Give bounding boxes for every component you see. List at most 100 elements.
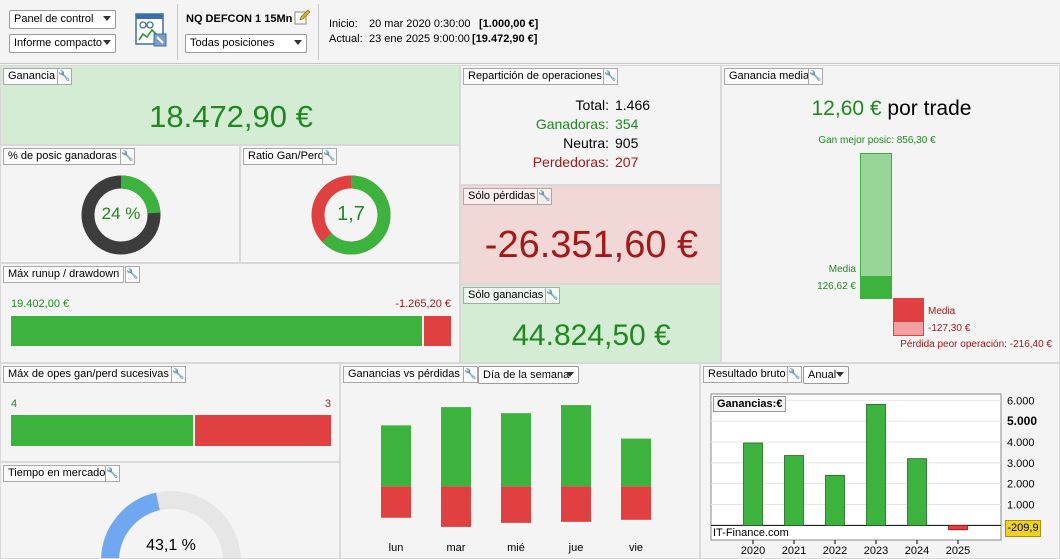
panel-title: Ganancia media: [724, 68, 815, 85]
neutra-label: Neutra:: [563, 135, 609, 151]
neutra-value: 905: [615, 135, 639, 151]
wrench-icon[interactable]: 🔧: [787, 366, 802, 383]
ganancia-value: 18.472,90 €: [149, 99, 313, 134]
panel-title: Máx runup / drawdown: [3, 266, 125, 283]
start-date: 20 mar 2020 0:30:00: [369, 18, 471, 30]
average-gain-label: Media: [828, 264, 856, 275]
resultado-period-select[interactable]: Anual: [803, 366, 849, 384]
panel-title: Sólo pérdidas: [463, 188, 541, 205]
y-tick-label: 4.000: [1007, 437, 1035, 449]
current-value: [19.472,90 €]: [472, 33, 538, 45]
current-label: Actual:: [329, 33, 363, 45]
wrench-icon[interactable]: 🔧: [808, 68, 823, 85]
view-select-value: Panel de control: [14, 13, 94, 25]
average-gain-bar: [860, 277, 892, 299]
gauge-fill: [101, 492, 161, 558]
x-tick-label: 2020: [741, 545, 765, 557]
ganadoras-value: 354: [615, 116, 639, 132]
drawdown-bar-fill: [424, 316, 451, 346]
category-label: vie: [629, 542, 643, 554]
gan-vs-perd-chart: lun mar mié jue vie: [381, 405, 651, 554]
chevron-down-icon: [836, 372, 844, 377]
wrench-icon[interactable]: 🔧: [603, 68, 618, 85]
wrench-icon[interactable]: 🔧: [537, 188, 552, 205]
runup-value: 19.402,00 €: [11, 298, 70, 310]
positions-select-value: Todas posiciones: [190, 37, 275, 49]
x-tick-label: 2022: [823, 545, 847, 557]
losses-bar-fill: [195, 415, 331, 446]
resultado-chart: 1.000 2.000 3.000 4.000 5.000 6.000 2020 2021 20…: [710, 393, 1037, 557]
tiempo-value: 43,1 %: [146, 537, 196, 554]
legend-unit: €: [776, 398, 783, 410]
average-loss-value: -127,30 €: [928, 323, 971, 334]
positions-select[interactable]: Todas posiciones: [185, 34, 307, 53]
x-tick-label: 2024: [905, 545, 929, 557]
year-bar: [743, 442, 763, 526]
solo-ganancias-value: 44.824,50 €: [512, 319, 671, 352]
year-bar: [866, 404, 886, 526]
average-loss-label: Media: [928, 306, 956, 317]
legend-label: Ganancias:: [717, 398, 777, 410]
pct-ganadoras-value: 24 %: [101, 204, 141, 223]
chevron-down-icon: [103, 40, 111, 45]
report-select[interactable]: Informe compacto: [9, 34, 116, 53]
view-select[interactable]: Panel de control: [9, 10, 116, 29]
category-label: mar: [447, 542, 466, 554]
wrench-icon[interactable]: 🔧: [120, 148, 135, 165]
gain-bar: [501, 413, 531, 487]
loss-bar: [621, 486, 651, 520]
ganancia-media-suffix: por trade: [887, 97, 972, 120]
period-select-value: Día de la semana: [483, 369, 570, 381]
loss-bar: [441, 486, 471, 527]
total-value: 1.466: [615, 97, 651, 113]
chevron-down-icon: [103, 16, 111, 21]
wrench-icon[interactable]: 🔧: [125, 266, 140, 283]
ratio-value: 1,7: [337, 203, 365, 225]
wrench-icon[interactable]: 🔧: [322, 148, 337, 165]
panel-title: % de posic ganadoras: [3, 148, 122, 165]
perdedoras-value: 207: [615, 154, 639, 170]
loss-bar: [381, 486, 411, 518]
year-bar: [907, 458, 927, 526]
worst-trade-bar: [893, 321, 924, 336]
current-date: 23 ene 2025 9:00:00: [369, 33, 470, 45]
toolbar: Panel de control Informe compacto NQ DEF…: [0, 0, 1060, 64]
tiempo-panel: Tiempo en mercado 🔧 43,1 %: [0, 462, 340, 559]
wrench-icon[interactable]: 🔧: [171, 366, 186, 383]
y-tick-label: 6.000: [1007, 395, 1035, 407]
watermark: IT-Finance.com: [713, 527, 789, 539]
x-tick-label: 2025: [946, 545, 970, 557]
sucesivas-bar: [11, 415, 331, 446]
solo-perdidas-value: -26.351,60 €: [484, 224, 699, 266]
donut-win-arc: [311, 175, 391, 255]
report-settings-icon[interactable]: [135, 13, 167, 47]
gain-bar: [381, 425, 411, 487]
y-tick-label: 3.000: [1007, 458, 1035, 470]
category-label: jue: [568, 542, 584, 554]
sucesivas-panel: Máx de opes gan/perd sucesivas 🔧 4 3: [0, 363, 340, 462]
x-tick-label: 2021: [782, 545, 806, 557]
wrench-icon[interactable]: 🔧: [463, 366, 478, 383]
panel-title: Ratio Gan/Perd: [243, 148, 329, 165]
losses-value: 3: [324, 398, 331, 410]
report-select-value: Informe compacto: [14, 37, 103, 49]
runup-bar: [11, 316, 451, 346]
wrench-icon[interactable]: 🔧: [57, 68, 72, 85]
year-bar: [948, 524, 968, 531]
ganancia-media-panel: Ganancia media 🔧 12,60 € por trade Gan m…: [721, 65, 1060, 363]
wrench-icon[interactable]: 🔧: [105, 465, 120, 482]
category-label: lun: [389, 542, 404, 554]
solo-ganancias-panel: Sólo ganancias 🔧 44.824,50 €: [460, 284, 721, 363]
worst-trade-label: Pérdida peor operación: -216,40 €: [900, 339, 1052, 350]
wins-bar-fill: [11, 415, 193, 446]
panel-title: Resultado bruto: [703, 366, 791, 383]
gain-bar: [621, 438, 651, 487]
period-select[interactable]: Día de la semana: [478, 366, 579, 384]
best-trade-bar: [860, 153, 892, 277]
best-trade-label: Gan mejor posic: 856,30 €: [818, 135, 936, 146]
y-tick-label: 2.000: [1007, 479, 1035, 491]
resultado-period-select-value: Anual: [808, 369, 837, 381]
edit-icon[interactable]: [294, 9, 311, 25]
wrench-icon[interactable]: 🔧: [545, 287, 560, 304]
gan-vs-perd-panel: Ganancias vs pérdidas 🔧 Día de la semana…: [340, 363, 700, 559]
